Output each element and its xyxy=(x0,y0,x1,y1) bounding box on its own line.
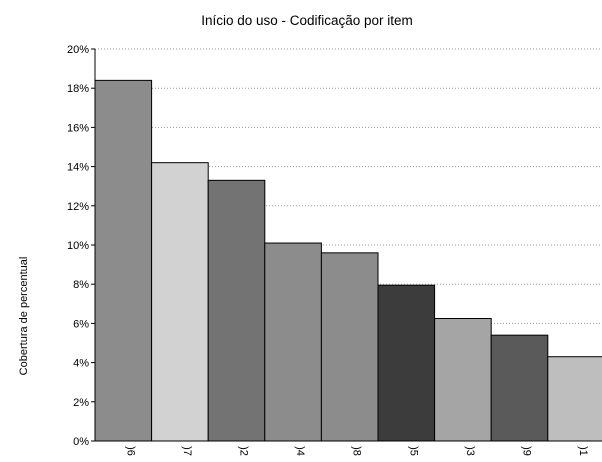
bar-3 xyxy=(207,179,266,442)
x-tick-label: )7 xyxy=(181,446,193,456)
bar-1 xyxy=(94,79,153,442)
y-tick-label: 4% xyxy=(73,358,89,370)
x-tick-label: )8 xyxy=(351,446,363,456)
bar-9 xyxy=(547,356,602,442)
x-tick-label: )4 xyxy=(294,446,306,456)
x-tick-label: )9 xyxy=(521,446,533,456)
x-tick-label: )2 xyxy=(238,446,250,456)
x-tick-label: )5 xyxy=(407,446,419,456)
bar-6 xyxy=(377,284,436,442)
y-tick-label: 14% xyxy=(67,162,89,174)
axes xyxy=(94,49,602,442)
y-tick-label: 18% xyxy=(67,83,89,95)
y-tick-labels: 0% 2% 4% 6% 8% 10% 12% 14% 16% 18% 20% xyxy=(67,44,95,448)
bar-8 xyxy=(490,334,549,442)
x-tick-label: )1 xyxy=(577,446,589,456)
y-tick-label: 8% xyxy=(73,279,89,291)
bars-group xyxy=(94,79,602,442)
y-tick-label: 16% xyxy=(67,122,89,134)
chart-title: Início do uso - Codificação por item xyxy=(201,13,413,28)
y-tick-label: 10% xyxy=(67,240,89,252)
y-tick-label: 12% xyxy=(67,201,89,213)
y-tick-label: 20% xyxy=(67,44,89,56)
y-tick-label: 6% xyxy=(73,318,89,330)
bar-2 xyxy=(151,162,209,442)
bar-4 xyxy=(264,242,322,442)
y-tick-label: 2% xyxy=(73,397,89,409)
x-tick-labels: )6 )7 )2 )4 )8 )5 )3 )9 )1 xyxy=(124,446,589,456)
x-tick-label: )6 xyxy=(124,446,136,456)
y-tick-label: 0% xyxy=(73,436,89,448)
bar-7 xyxy=(434,318,492,442)
x-tick-label: )3 xyxy=(464,446,476,456)
y-axis-label: Cobertura de percentual xyxy=(18,257,30,376)
bar-5 xyxy=(320,252,379,442)
